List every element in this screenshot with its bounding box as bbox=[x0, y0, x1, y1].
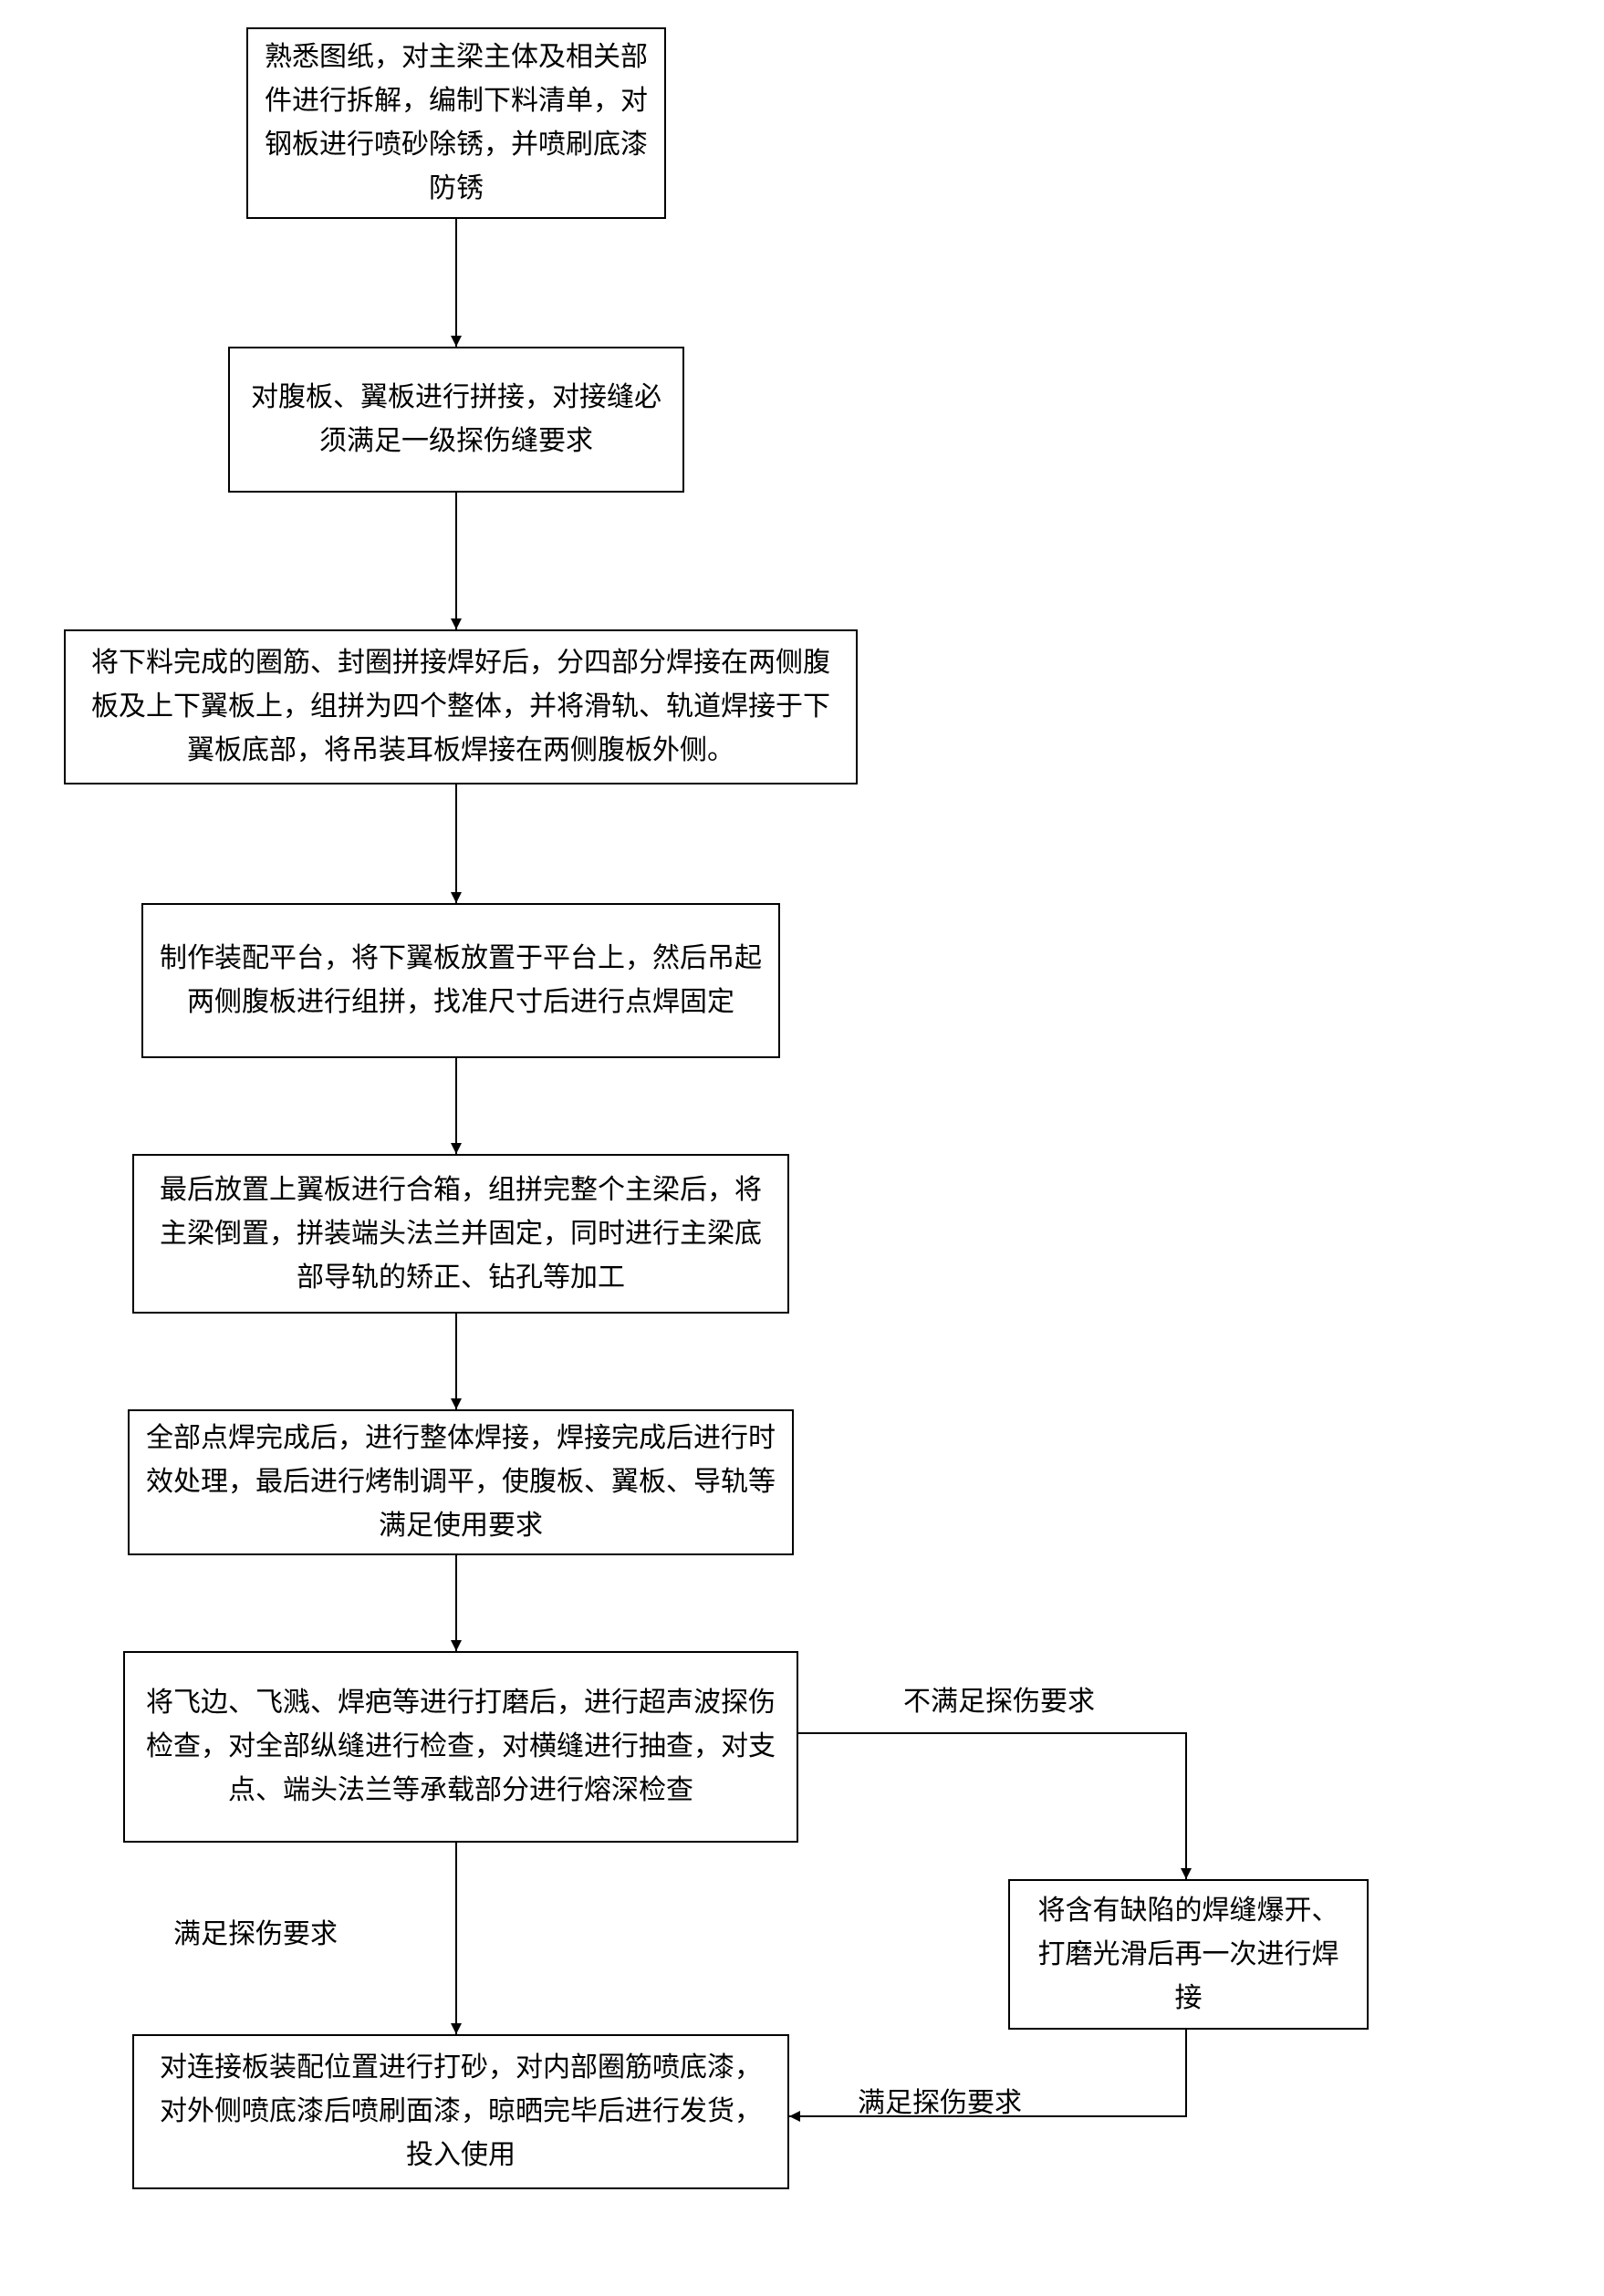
edge-label-pass1: 满足探伤要求 bbox=[173, 1911, 338, 1951]
node-text: 熟悉图纸，对主梁主体及相关部件进行拆解，编制下料清单，对钢板进行喷砂除锈，并喷刷… bbox=[265, 36, 648, 211]
label-text: 满足探伤要求 bbox=[858, 2088, 1022, 2118]
node-text: 对连接板装配位置进行打砂，对内部圈筋喷底漆，对外侧喷底漆后喷刷面漆，晾晒完毕后进… bbox=[151, 2046, 771, 2177]
node-text: 最后放置上翼板进行合箱，组拼完整个主梁后，将主梁倒置，拼装端头法兰并固定，同时进… bbox=[151, 1169, 771, 1300]
node-text: 对腹板、翼板进行拼接，对接缝必须满足一级探伤缝要求 bbox=[246, 376, 666, 463]
label-text: 不满足探伤要求 bbox=[903, 1687, 1095, 1717]
edge-label-fail: 不满足探伤要求 bbox=[903, 1678, 1095, 1719]
node-text: 制作装配平台，将下翼板放置于平台上，然后吊起两侧腹板进行组拼，找准尺寸后进行点焊… bbox=[160, 937, 762, 1024]
edge-label-pass2: 满足探伤要求 bbox=[858, 2080, 1022, 2120]
flowchart-node-7: 将飞边、飞溅、焊疤等进行打磨后，进行超声波探伤检查，对全部纵缝进行检查，对横缝进… bbox=[123, 1651, 798, 1843]
node-text: 将含有缺陷的焊缝爆开、打磨光滑后再一次进行焊接 bbox=[1026, 1889, 1350, 2021]
flowchart-node-2: 对腹板、翼板进行拼接，对接缝必须满足一级探伤缝要求 bbox=[228, 347, 684, 493]
flowchart-node-5: 最后放置上翼板进行合箱，组拼完整个主梁后，将主梁倒置，拼装端头法兰并固定，同时进… bbox=[132, 1154, 789, 1314]
flowchart-node-9: 对连接板装配位置进行打砂，对内部圈筋喷底漆，对外侧喷底漆后喷刷面漆，晾晒完毕后进… bbox=[132, 2034, 789, 2189]
flowchart-node-3: 将下料完成的圈筋、封圈拼接焊好后，分四部分焊接在两侧腹板及上下翼板上，组拼为四个… bbox=[64, 629, 858, 784]
flowchart-node-1: 熟悉图纸，对主梁主体及相关部件进行拆解，编制下料清单，对钢板进行喷砂除锈，并喷刷… bbox=[246, 27, 666, 219]
flowchart-node-4: 制作装配平台，将下翼板放置于平台上，然后吊起两侧腹板进行组拼，找准尺寸后进行点焊… bbox=[141, 903, 780, 1058]
flowchart-node-6: 全部点焊完成后，进行整体焊接，焊接完成后进行时效处理，最后进行烤制调平，使腹板、… bbox=[128, 1409, 794, 1555]
node-text: 全部点焊完成后，进行整体焊接，焊接完成后进行时效处理，最后进行烤制调平，使腹板、… bbox=[146, 1417, 776, 1548]
node-text: 将飞边、飞溅、焊疤等进行打磨后，进行超声波探伤检查，对全部纵缝进行检查，对横缝进… bbox=[141, 1681, 780, 1813]
label-text: 满足探伤要求 bbox=[173, 1919, 338, 1949]
node-text: 将下料完成的圈筋、封圈拼接焊好后，分四部分焊接在两侧腹板及上下翼板上，组拼为四个… bbox=[82, 641, 839, 773]
flowchart-node-8: 将含有缺陷的焊缝爆开、打磨光滑后再一次进行焊接 bbox=[1008, 1879, 1369, 2030]
